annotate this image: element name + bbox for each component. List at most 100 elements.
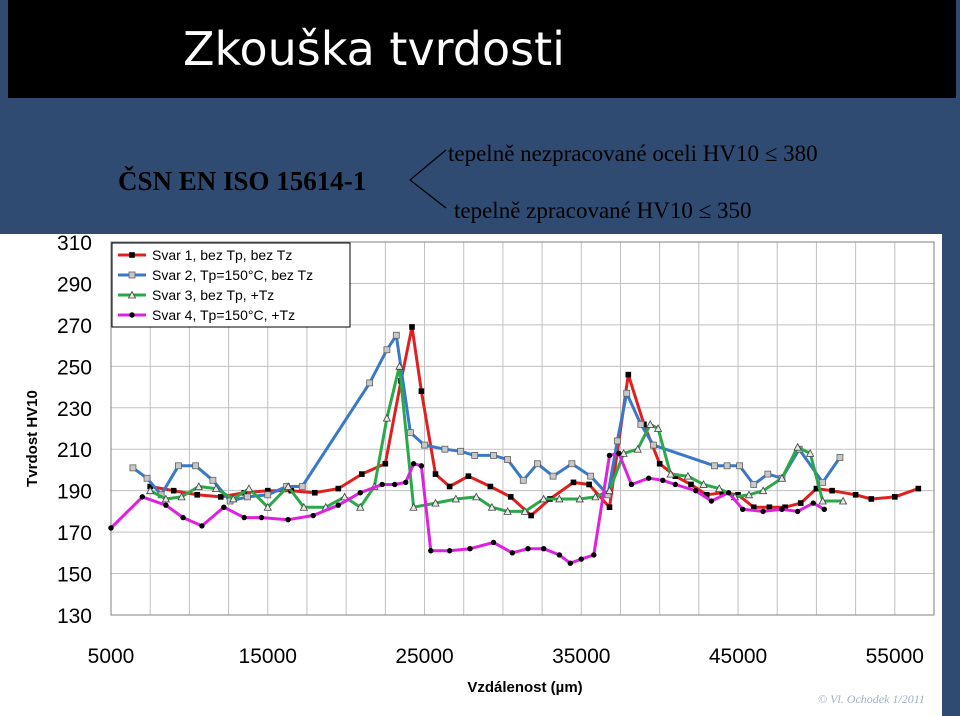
data-point — [428, 548, 434, 554]
data-point — [750, 504, 757, 511]
data-point — [264, 491, 272, 499]
data-point — [357, 490, 363, 496]
right-strip — [942, 234, 960, 716]
data-point — [719, 489, 726, 496]
data-point — [666, 469, 675, 478]
data-point — [446, 548, 453, 554]
data-point — [829, 487, 835, 494]
legend-marker — [127, 290, 137, 299]
data-point — [310, 512, 316, 519]
data-point — [403, 479, 409, 486]
data-point — [540, 545, 547, 552]
data-point — [490, 452, 497, 459]
data-point — [446, 483, 453, 490]
data-point — [418, 388, 425, 394]
data-point — [285, 516, 291, 523]
data-point — [264, 487, 271, 494]
data-point — [129, 464, 137, 472]
data-point — [606, 504, 613, 511]
data-point — [794, 508, 801, 515]
data-point — [836, 454, 844, 461]
data-point — [161, 494, 171, 503]
data-point — [490, 539, 497, 546]
data-point — [192, 462, 200, 470]
chart-area: 130 150 170 190 210 230 250 270 290 310 5000 15000 2… — [0, 234, 942, 716]
data-point — [175, 462, 182, 470]
data-point — [587, 472, 595, 480]
data-point — [683, 471, 693, 480]
data-point — [556, 552, 563, 558]
data-point — [410, 461, 417, 467]
data-point — [519, 476, 527, 484]
data-point — [199, 523, 205, 529]
legend-box — [111, 242, 351, 328]
series-line — [132, 333, 842, 503]
data-point — [139, 494, 146, 500]
data-point — [591, 492, 600, 501]
y-axis-label: Tvrdost HV10 — [24, 390, 41, 487]
data-point — [805, 449, 815, 457]
data-point — [335, 502, 342, 508]
data-point — [356, 502, 365, 511]
y-tick-label: 130 — [57, 605, 92, 628]
data-point — [646, 420, 655, 428]
data-point — [211, 484, 221, 492]
legend-entry: Svar 1, bez Tp, bez Tz — [152, 247, 292, 263]
legend-entry: Svar 2, Tp=150°C, bez Tz — [152, 267, 313, 283]
data-point — [241, 514, 247, 521]
data-point — [782, 504, 788, 511]
data-point — [750, 481, 758, 488]
data-point — [570, 479, 577, 486]
standard-label: ČSN EN ISO 15614-1 — [118, 166, 367, 196]
data-point — [852, 492, 859, 498]
data-point — [549, 472, 557, 480]
data-point — [418, 463, 425, 469]
data-point — [533, 460, 541, 468]
plot-frame — [110, 241, 935, 616]
copyright-note: © Vl. Ochodek 1/2011 — [818, 692, 925, 706]
data-point — [407, 429, 414, 437]
data-point — [688, 481, 694, 488]
data-point — [471, 452, 479, 459]
data-point — [383, 346, 391, 354]
data-point — [431, 498, 440, 507]
data-point — [258, 514, 265, 521]
data-point — [335, 485, 342, 492]
hardness-chart: 130 150 170 190 210 230 250 270 290 310 5000 15000 2… — [24, 234, 935, 696]
data-point — [457, 447, 464, 455]
data-point — [766, 504, 773, 511]
data-point — [699, 480, 708, 488]
data-point — [633, 444, 642, 453]
data-point — [298, 483, 306, 490]
x-tick-label: 55000 — [866, 645, 924, 668]
y-tick-label: 210 — [57, 439, 92, 462]
data-point — [487, 502, 497, 511]
title-bar — [8, 0, 956, 98]
x-tick-label: 45000 — [709, 645, 767, 668]
page-title: Zkouška tvrdosti — [183, 22, 565, 76]
data-point — [409, 324, 415, 330]
data-point — [616, 450, 622, 457]
data-point — [777, 473, 787, 482]
x-tick-label: 35000 — [552, 645, 610, 668]
data-point — [221, 504, 227, 510]
data-point — [467, 545, 473, 552]
data-point — [392, 331, 400, 339]
data-point — [487, 483, 494, 490]
data-point — [623, 389, 631, 397]
data-point — [708, 498, 715, 504]
data-point — [244, 484, 254, 492]
data-point — [715, 484, 724, 492]
data-point — [359, 471, 365, 477]
y-tick-label: 150 — [57, 564, 92, 587]
data-point — [810, 500, 816, 506]
data-point — [217, 494, 224, 500]
data-point — [299, 502, 308, 511]
data-point — [711, 462, 718, 470]
data-point — [764, 470, 772, 478]
data-point — [163, 502, 169, 508]
data-point — [586, 481, 592, 488]
data-point — [432, 471, 439, 477]
data-point — [283, 482, 293, 490]
legend-marker — [129, 312, 135, 318]
